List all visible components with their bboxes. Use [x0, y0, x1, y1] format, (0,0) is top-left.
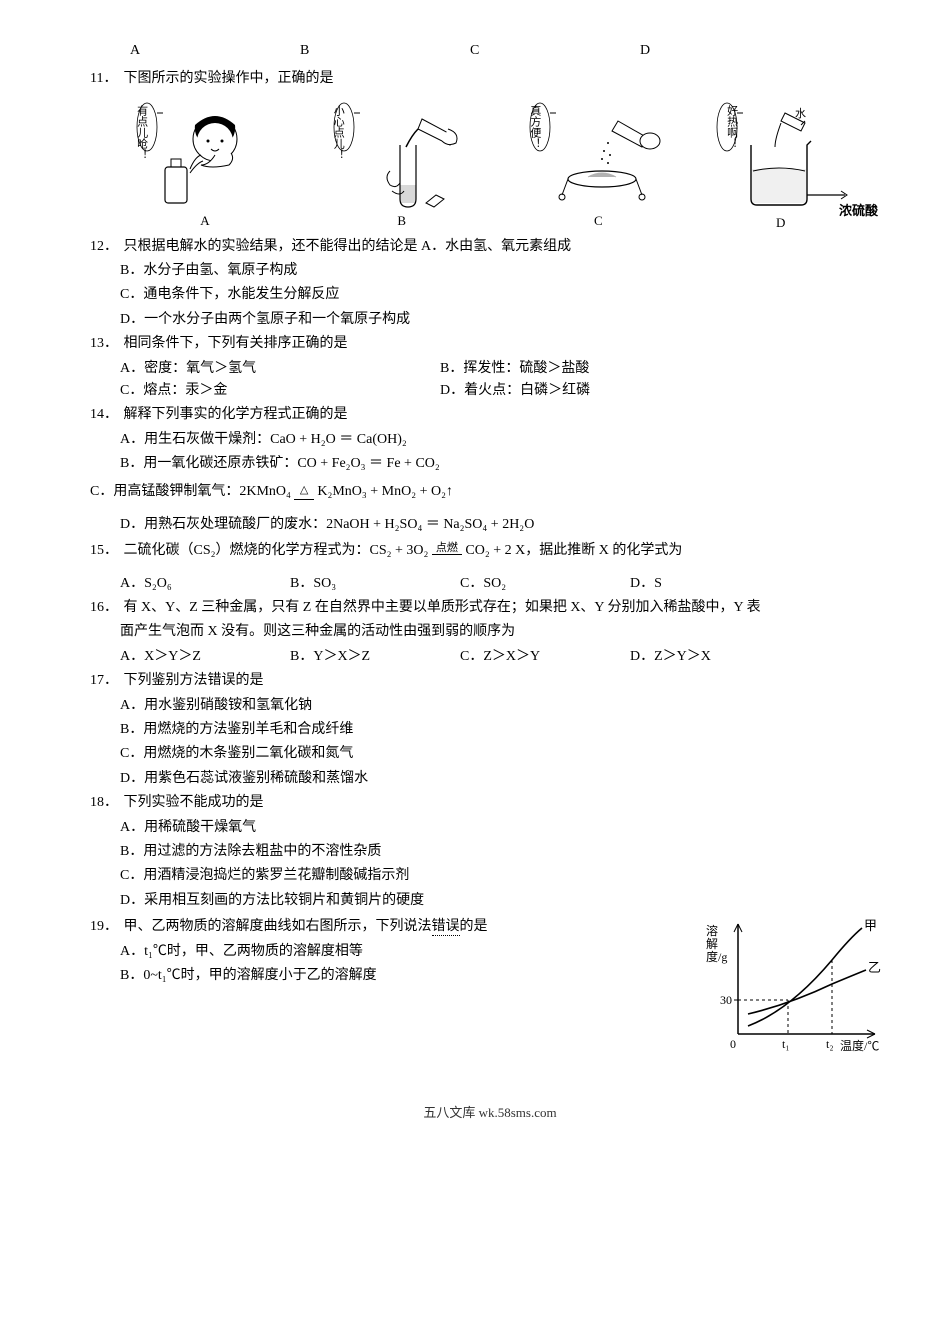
q15-cond: 点燃	[432, 542, 462, 555]
q11-a-bubble: 有点儿呛！	[132, 105, 150, 160]
q13-a: A．密度：氧气＞氢气	[120, 358, 440, 380]
chart-t1: t₁	[782, 1037, 790, 1051]
q18-d: D．采用相互刻画的方法比较铜片和黄铜片的硬度	[120, 890, 890, 912]
q17: 17． 下列鉴别方法错误的是	[90, 670, 890, 692]
q11-panel-a: 有点儿呛！ A	[130, 99, 280, 232]
q17-a: A．用水鉴别硝酸铵和氢氧化钠	[120, 695, 890, 717]
q11-c-bubble: 真方便！	[525, 105, 543, 149]
q19-text-post: 的是	[460, 919, 488, 934]
q15: 15． 二硫化碳（CS₂）燃烧的化学方程式为：CS₂ + 3O₂ 点燃 CO₂ …	[90, 540, 890, 562]
q11-panel-c: 真方便！ C	[523, 99, 673, 232]
q14-num: 14．	[90, 404, 120, 426]
q11-a-icon	[135, 99, 275, 209]
q15-b: B．SO₃	[290, 573, 460, 595]
q16-d: D．Z＞Y＞X	[630, 646, 800, 668]
q16: 16． 有 X、Y、Z 三种金属，只有 Z 在自然界中主要以单质形式存在；如果把…	[90, 597, 890, 619]
q16-c: C．Z＞X＞Y	[460, 646, 630, 668]
q13-text: 相同条件下，下列有关排序正确的是	[124, 336, 348, 351]
q19-block: 30 甲 乙 0 t₁ t₂ 温度/℃ 溶解度/g 19． 甲、乙两物质的溶解度…	[90, 914, 890, 1072]
q15-post: CO₂ + 2 X，据此推断 X 的化学式为	[465, 543, 682, 558]
q11-d-water: 水	[795, 107, 806, 120]
option-row-labels: A B C D	[130, 40, 890, 62]
q11-b-label: B	[397, 211, 406, 232]
q14-c-pre: C．用高锰酸钾制氧气：2KMnO₄	[90, 484, 294, 499]
solubility-chart: 30 甲 乙 0 t₁ t₂ 温度/℃ 溶解度/g	[700, 914, 890, 1072]
q12-num: 12．	[90, 236, 120, 258]
q11-d-extra: 浓硫酸	[839, 201, 878, 222]
q14-d: D．用熟石灰处理硫酸厂的废水：2NaOH + H₂SO₄ ＝ Na₂SO₄ + …	[120, 514, 890, 536]
q16-b: B．Y＞X＞Z	[290, 646, 460, 668]
q11: 11． 下图所示的实验操作中，正确的是	[90, 68, 890, 90]
label-d: D	[640, 40, 810, 62]
q16-text1: 有 X、Y、Z 三种金属，只有 Z 在自然界中主要以单质形式存在；如果把 X、Y…	[124, 600, 761, 615]
q15-d: D．S	[630, 573, 800, 595]
q15-c: C．SO₂	[460, 573, 630, 595]
q14-a: A．用生石灰做干燥剂：CaO + H₂O ＝ Ca(OH)₂	[120, 429, 890, 451]
q11-b-bubble: 小心点儿！	[329, 105, 347, 160]
q15-a: A．S₂O₆	[120, 573, 290, 595]
q17-d: D．用紫色石蕊试液鉴别稀硫酸和蒸馏水	[120, 768, 890, 790]
solubility-chart-svg: 30 甲 乙 0 t₁ t₂ 温度/℃	[700, 914, 890, 1064]
q14-c-cond: △	[300, 482, 308, 500]
q11-panels: 有点儿呛！ A 小心点儿！	[130, 99, 870, 232]
q14: 14． 解释下列事实的化学方程式正确的是	[90, 404, 890, 426]
chart-t2: t₂	[826, 1037, 834, 1051]
q18-text: 下列实验不能成功的是	[124, 795, 264, 810]
q11-num: 11．	[90, 68, 120, 90]
q13: 13． 相同条件下，下列有关排序正确的是	[90, 333, 890, 355]
q15-num: 15．	[90, 540, 120, 562]
q12: 12． 只根据电解水的实验结果，还不能得出的结论是 A．水由氢、氧元素组成	[90, 236, 890, 258]
q18-a: A．用稀硫酸干燥氧气	[120, 817, 890, 839]
q17-b: B．用燃烧的方法鉴别羊毛和合成纤维	[120, 719, 890, 741]
q11-text: 下图所示的实验操作中，正确的是	[124, 71, 334, 86]
chart-ylabel: 溶解度/g	[706, 925, 720, 964]
q13-c: C．熔点：汞＞金	[120, 380, 440, 402]
page-footer: 五八文库 wk.58sms.com	[90, 1103, 890, 1124]
q17-num: 17．	[90, 670, 120, 692]
q13-options: A．密度：氧气＞氢气 B．挥发性：硫酸＞盐酸 C．熔点：汞＞金 D．着火点：白磷…	[120, 358, 890, 403]
q14-text: 解释下列事实的化学方程式正确的是	[124, 407, 348, 422]
q19-num: 19．	[90, 916, 120, 938]
q15-pre: 二硫化碳（CS₂）燃烧的化学方程式为：CS₂ + 3O₂	[124, 543, 432, 558]
chart-xlabel: 温度/℃	[840, 1038, 879, 1053]
label-c: C	[470, 40, 640, 62]
q14-c-post: K₂MnO₃ + MnO₂ + O₂↑	[317, 484, 453, 499]
q16-text2: 面产生气泡而 X 没有。则这三种金属的活动性由强到弱的顺序为	[120, 621, 890, 643]
q17-c: C．用燃烧的木条鉴别二氧化碳和氮气	[120, 743, 890, 765]
chart-tick-30: 30	[720, 993, 732, 1007]
q16-num: 16．	[90, 597, 120, 619]
label-b: B	[300, 40, 470, 62]
q13-d: D．着火点：白磷＞红磷	[440, 380, 760, 402]
q16-a: A．X＞Y＞Z	[120, 646, 290, 668]
q11-b-icon	[332, 99, 472, 209]
q12-c: C．通电条件下，水能发生分解反应	[120, 284, 890, 306]
q18-c: C．用酒精浸泡捣烂的紫罗兰花瓣制酸碱指示剂	[120, 865, 890, 887]
chart-series-2: 乙	[868, 960, 881, 975]
q18-num: 18．	[90, 792, 120, 814]
q14-c: C．用高锰酸钾制氧气：2KMnO₄ △ K₂MnO₃ + MnO₂ + O₂↑	[90, 481, 890, 503]
q13-b: B．挥发性：硫酸＞盐酸	[440, 358, 760, 380]
q16-options: A．X＞Y＞Z B．Y＞X＞Z C．Z＞X＞Y D．Z＞Y＞X	[120, 646, 890, 668]
q13-num: 13．	[90, 333, 120, 355]
q19-text-pre: 甲、乙两物质的溶解度曲线如右图所示，下列说法	[124, 919, 432, 934]
q19-text-err: 错误	[432, 919, 460, 936]
q15-options: A．S₂O₆ B．SO₃ C．SO₂ D．S	[120, 573, 890, 595]
q18-b: B．用过滤的方法除去粗盐中的不溶性杂质	[120, 841, 890, 863]
q11-a-label: A	[200, 211, 209, 232]
q12-text: 只根据电解水的实验结果，还不能得出的结论是 A．水由氢、氧元素组成	[124, 239, 572, 254]
q11-c-label: C	[594, 211, 603, 232]
label-a: A	[130, 40, 300, 62]
q11-d-bubble: 好热啊！	[722, 105, 740, 149]
q11-panel-d: 好热啊！ 水 浓硫酸 D	[720, 99, 870, 232]
q11-d-label: D	[776, 213, 785, 234]
q14-b: B．用一氧化碳还原赤铁矿：CO + Fe₂O₃ ＝ Fe + CO₂	[120, 453, 890, 475]
q12-b: B．水分子由氢、氧原子构成	[120, 260, 890, 282]
chart-origin: 0	[730, 1037, 736, 1051]
q18: 18． 下列实验不能成功的是	[90, 792, 890, 814]
chart-series-1: 甲	[864, 918, 877, 933]
q12-d: D．一个水分子由两个氢原子和一个氧原子构成	[120, 309, 890, 331]
q17-text: 下列鉴别方法错误的是	[124, 673, 264, 688]
q11-panel-b: 小心点儿！ B	[327, 99, 477, 232]
q11-c-icon	[528, 99, 668, 209]
